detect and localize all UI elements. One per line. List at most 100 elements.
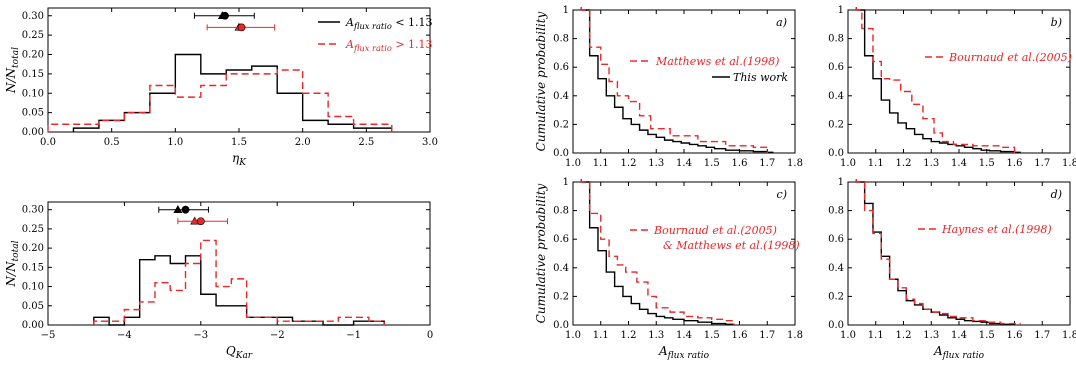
y-tick-label: 0.0: [553, 148, 569, 159]
series-line-red: [47, 69, 393, 132]
panel-cum_b: 1.0 1.1 1.2 1.3 1.4 1.5 1.6 1.7 1.8 0.0 0.2 0.4 0.6 0…: [828, 5, 1076, 169]
y-tick-label: 0.00: [22, 320, 44, 331]
series-line-black: [72, 53, 393, 132]
mean-marker: [196, 217, 205, 226]
x-tick-label: 1.8: [787, 330, 803, 341]
x-tick-label: 1.5: [979, 330, 995, 341]
panel-label: a): [776, 16, 787, 29]
y-tick-label: 0.05: [22, 301, 44, 312]
y-tick-label: 0.00: [22, 127, 44, 138]
legend-label: This work: [733, 71, 788, 84]
y-tick-label: 0.10: [22, 282, 44, 293]
panel-eta: 0.0 0.5 1.0 1.5 2.0 2.5 3.0 0.00 0.05 0.10 0.15 0.2…: [4, 7, 438, 168]
x-tick-label: 3.0: [422, 137, 438, 148]
x-tick-label: 1.4: [951, 330, 967, 341]
x-tick-label: −2: [270, 330, 285, 341]
y-tick-label: 1: [563, 5, 569, 16]
y-tick-label: 0.30: [22, 205, 44, 216]
x-tick-label: 1.1: [593, 330, 609, 341]
x-tick-label: 1.4: [676, 330, 692, 341]
x-tick-label: 1.0: [840, 330, 856, 341]
y-tick-label: 0.4: [828, 263, 844, 274]
x-tick-label: 1.7: [1034, 158, 1050, 169]
x-tick-label: 1.5: [704, 330, 720, 341]
x-tick-label: 1.3: [648, 158, 664, 169]
x-tick-label: 1.4: [951, 158, 967, 169]
x-tick-label: 1.4: [676, 158, 692, 169]
y-tick-label: 0.05: [22, 108, 44, 119]
series-line-black: [580, 7, 774, 153]
panel-cum_a: 1.0 1.1 1.2 1.3 1.4 1.5 1.6 1.7 1.8 0.0 0.2 0.4 0.6 0…: [534, 5, 803, 169]
x-axis-label: ηK: [232, 151, 247, 168]
x-tick-label: 1.8: [787, 158, 803, 169]
panel-cum_d: 1.0 1.1 1.2 1.3 1.4 1.5 1.6 1.7 1.8 0.0 0.2 0.4 0.6 0…: [828, 177, 1076, 361]
y-tick-label: 0.0: [828, 320, 844, 331]
x-tick-label: 1.1: [868, 330, 884, 341]
y-tick-label: 0.0: [553, 320, 569, 331]
y-tick-label: 0.8: [828, 34, 844, 45]
panel-label: d): [1051, 188, 1062, 201]
x-tick-label: 1.5: [231, 137, 247, 148]
x-tick-label: 1.6: [732, 158, 748, 169]
x-tick-label: 1.6: [1007, 158, 1023, 169]
legend-label: Matthews et al.(1998): [655, 55, 779, 68]
y-tick-label: 0.4: [553, 263, 569, 274]
x-tick-label: 1.8: [1062, 158, 1076, 169]
y-tick-label: 0.4: [553, 91, 569, 102]
y-tick-label: 0.15: [22, 262, 44, 273]
x-tick-label: 1.2: [621, 330, 637, 341]
x-tick-label: 1.3: [923, 158, 939, 169]
x-tick-label: 1.7: [759, 330, 775, 341]
x-tick-label: 1.0: [565, 330, 581, 341]
mean-marker: [237, 23, 246, 32]
y-tick-label: 0.15: [22, 69, 44, 80]
series-line-black: [855, 7, 1021, 153]
y-tick-label: 0.0: [828, 148, 844, 159]
x-tick-label: 1.5: [704, 158, 720, 169]
y-tick-label: 0.20: [22, 243, 44, 254]
x-tick-label: 0.0: [40, 137, 56, 148]
series-line-red: [580, 179, 735, 325]
y-tick-label: 0.2: [828, 291, 844, 302]
x-tick-label: 1.5: [979, 158, 995, 169]
legend-label: Aflux ratio > 1.13: [345, 38, 433, 53]
series-line-black: [580, 179, 735, 325]
series-line-red: [93, 239, 385, 325]
x-tick-label: 1.7: [1034, 330, 1050, 341]
x-tick-label: 2.0: [295, 137, 311, 148]
x-tick-label: −4: [117, 330, 132, 341]
series-line-red: [580, 7, 768, 153]
y-axis-label: N/Ntotal: [4, 47, 21, 94]
y-tick-label: 0.2: [553, 291, 569, 302]
y-tick-label: 0.2: [553, 119, 569, 130]
x-tick-label: 1.1: [593, 158, 609, 169]
y-tick-label: 0.2: [828, 119, 844, 130]
x-tick-label: −1: [346, 330, 361, 341]
panel-label: c): [777, 188, 787, 201]
x-tick-label: 1.8: [1062, 330, 1076, 341]
mean-marker: [221, 11, 229, 20]
y-tick-label: 0.8: [553, 34, 569, 45]
y-axis-label: N/Ntotal: [4, 240, 21, 287]
x-tick-label: 1.2: [896, 330, 912, 341]
y-tick-label: 1: [563, 177, 569, 188]
y-tick-label: 0.10: [22, 88, 44, 99]
x-tick-label: 0: [427, 330, 433, 341]
y-tick-label: 0.30: [22, 11, 44, 22]
legend-label: Bournaud et al.(2005): [653, 224, 777, 237]
series-line-red: [855, 179, 1021, 325]
panel-cum_c: 1.0 1.1 1.2 1.3 1.4 1.5 1.6 1.7 1.8 0.0 0.2 0.4 0.6 0…: [534, 177, 803, 361]
x-axis-label: Aflux ratio: [658, 344, 710, 361]
legend-label: Haynes et al.(1998): [941, 223, 1052, 236]
x-tick-label: −3: [193, 330, 208, 341]
x-tick-label: 1.0: [840, 158, 856, 169]
plot-frame: [47, 201, 431, 326]
x-tick-label: 1.6: [1007, 330, 1023, 341]
x-axis-label: Aflux ratio: [933, 344, 985, 361]
x-tick-label: 1.3: [923, 330, 939, 341]
y-tick-label: 0.6: [553, 62, 569, 73]
x-tick-label: 1.7: [759, 158, 775, 169]
x-tick-label: 1.2: [896, 158, 912, 169]
x-tick-label: 1.2: [621, 158, 637, 169]
